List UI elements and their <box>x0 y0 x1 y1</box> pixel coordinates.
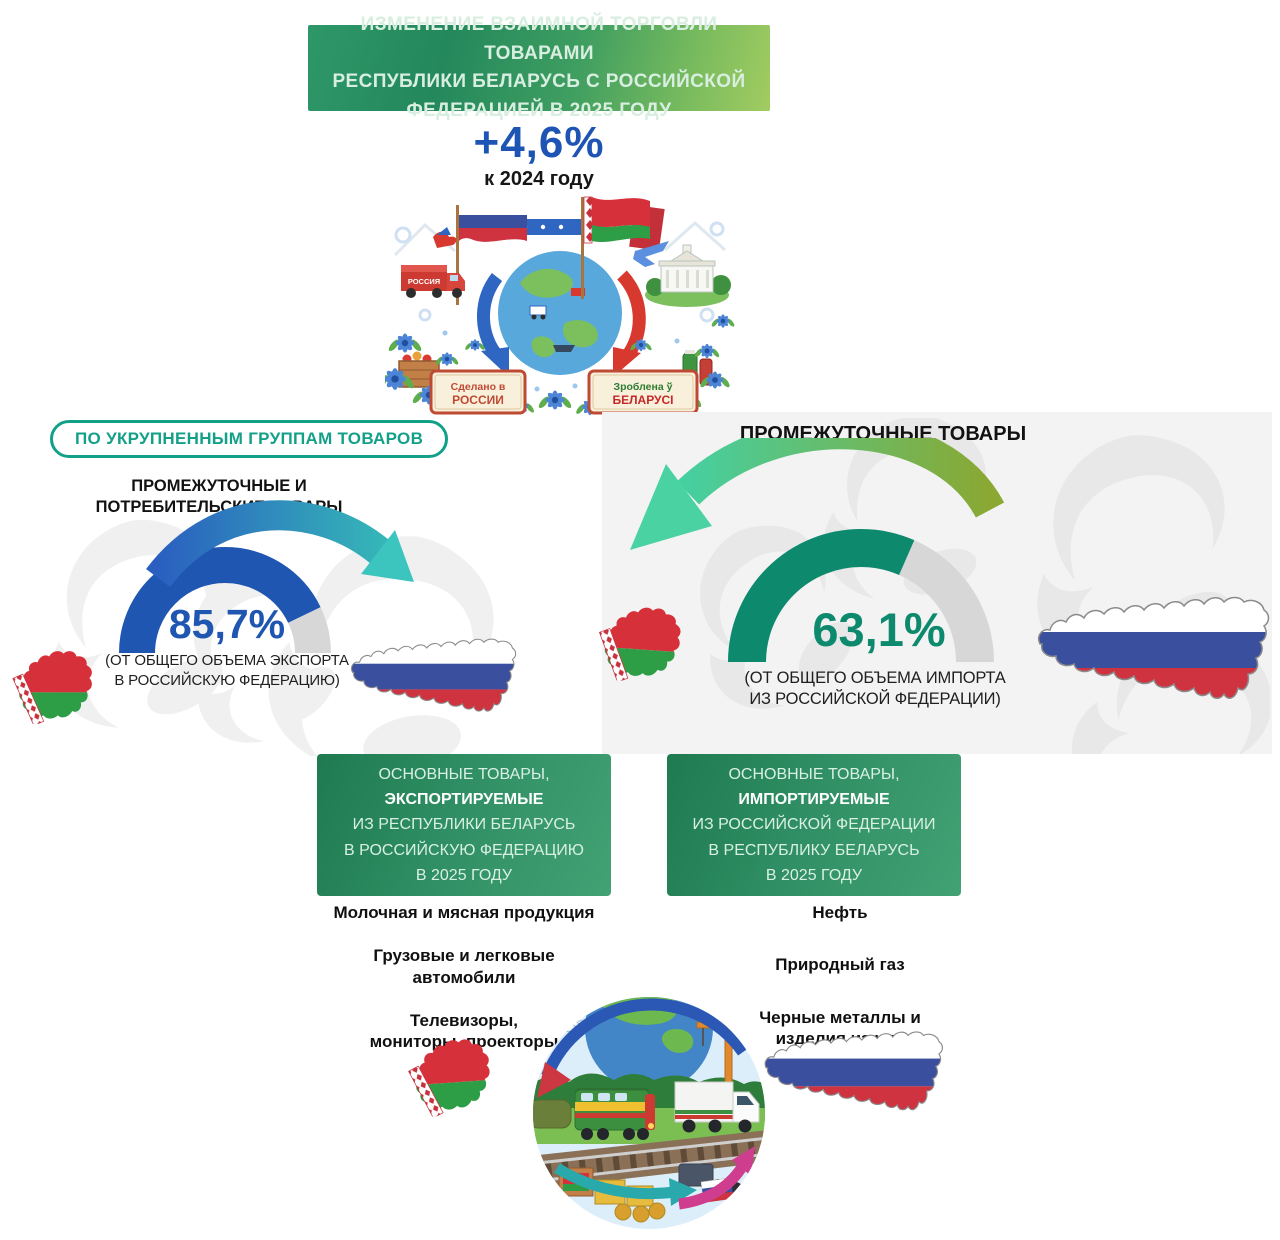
belarus-flag <box>581 196 665 299</box>
truck-label: РОССИЯ <box>408 277 440 286</box>
list-item: Природный газ <box>775 955 905 975</box>
made-in-belarus-sign: Зроблена ў БЕЛАРУСІ <box>587 369 699 415</box>
section-pill-groups: ПО УКРУПНЕННЫМ ГРУППАМ ТОВАРОВ <box>50 420 449 458</box>
export-arrow-icon <box>146 500 390 588</box>
svg-text:БЕЛАРУСІ: БЕЛАРУСІ <box>612 393 673 407</box>
import-arrow-icon <box>676 438 1005 519</box>
estate-building <box>645 244 731 307</box>
belarus-map <box>405 1031 498 1118</box>
list-item: Грузовые и легковые автомобили <box>373 946 555 987</box>
logistics-circle-illustration <box>533 997 765 1229</box>
import-gauge-caption: (ОТ ОБЩЕГО ОБЪЕМА ИМПОРТА ИЗ РОССИЙСКОЙ … <box>744 669 1006 709</box>
train-icon <box>533 1088 655 1140</box>
russia-truck: РОССИЯ <box>401 265 465 298</box>
truck-icon <box>674 1081 760 1133</box>
bird-icon <box>433 227 457 248</box>
list-item: Телевизоры, мониторы, проекторы <box>369 1010 559 1051</box>
import-goods-header: ОСНОВНЫЕ ТОВАРЫ, ИМПОРТИРУЕМЫЕ ИЗ РОССИЙ… <box>667 754 961 896</box>
svg-text:РОССИИ: РОССИИ <box>452 393 504 407</box>
belarus-map <box>595 598 688 685</box>
cargo-icons <box>529 288 585 352</box>
russia-map <box>345 628 517 728</box>
svg-text:Сделано в: Сделано в <box>451 381 506 393</box>
svg-text:Зроблена ў: Зроблена ў <box>614 381 673 393</box>
list-item: Молочная и мясная продукция <box>333 903 595 922</box>
export-gauge <box>119 500 414 654</box>
export-gauge-value: 85,7% <box>168 601 286 647</box>
import-gauge-value: 63,1% <box>812 603 946 656</box>
airplane-icon <box>633 241 669 267</box>
title-banner: ИЗМЕНЕНИЕ ВЗАИМНОЙ ТОРГОВЛИ ТОВАРАМИ РЕС… <box>308 14 770 121</box>
blue-arc-arrow-icon <box>537 998 748 1098</box>
pink-arrow-icon <box>678 1146 755 1210</box>
trade-change-value: +4,6% <box>473 118 605 167</box>
gauge-fill <box>728 529 994 663</box>
made-in-russia-sign: Сделано в РОССИИ <box>429 369 527 415</box>
russia-flag <box>456 201 527 305</box>
gauge-fill <box>119 547 331 654</box>
export-goods-list: Молочная и мясная продукция Грузовые и л… <box>294 902 634 1074</box>
teal-arrow-icon <box>554 1163 697 1206</box>
export-goods-header: ОСНОВНЫЕ ТОВАРЫ, ЭКСПОРТИРУЕМЫЕ ИЗ РЕСПУ… <box>317 754 611 896</box>
export-gauge-caption: (ОТ ОБЩЕГО ОБЪЕМА ЭКСПОРТА В РОССИЙСКУЮ … <box>105 652 349 689</box>
russia-map <box>758 1020 944 1128</box>
russia-map <box>1030 582 1270 722</box>
import-gauge <box>630 438 1005 663</box>
list-item: Нефть <box>812 903 868 922</box>
belarus-map <box>12 645 98 724</box>
trade-change-caption: к 2024 году <box>484 168 594 190</box>
trade-globe-illustration: РОССИЯ <box>385 196 735 416</box>
gear-decor <box>394 221 725 323</box>
globe-icon <box>498 251 622 375</box>
